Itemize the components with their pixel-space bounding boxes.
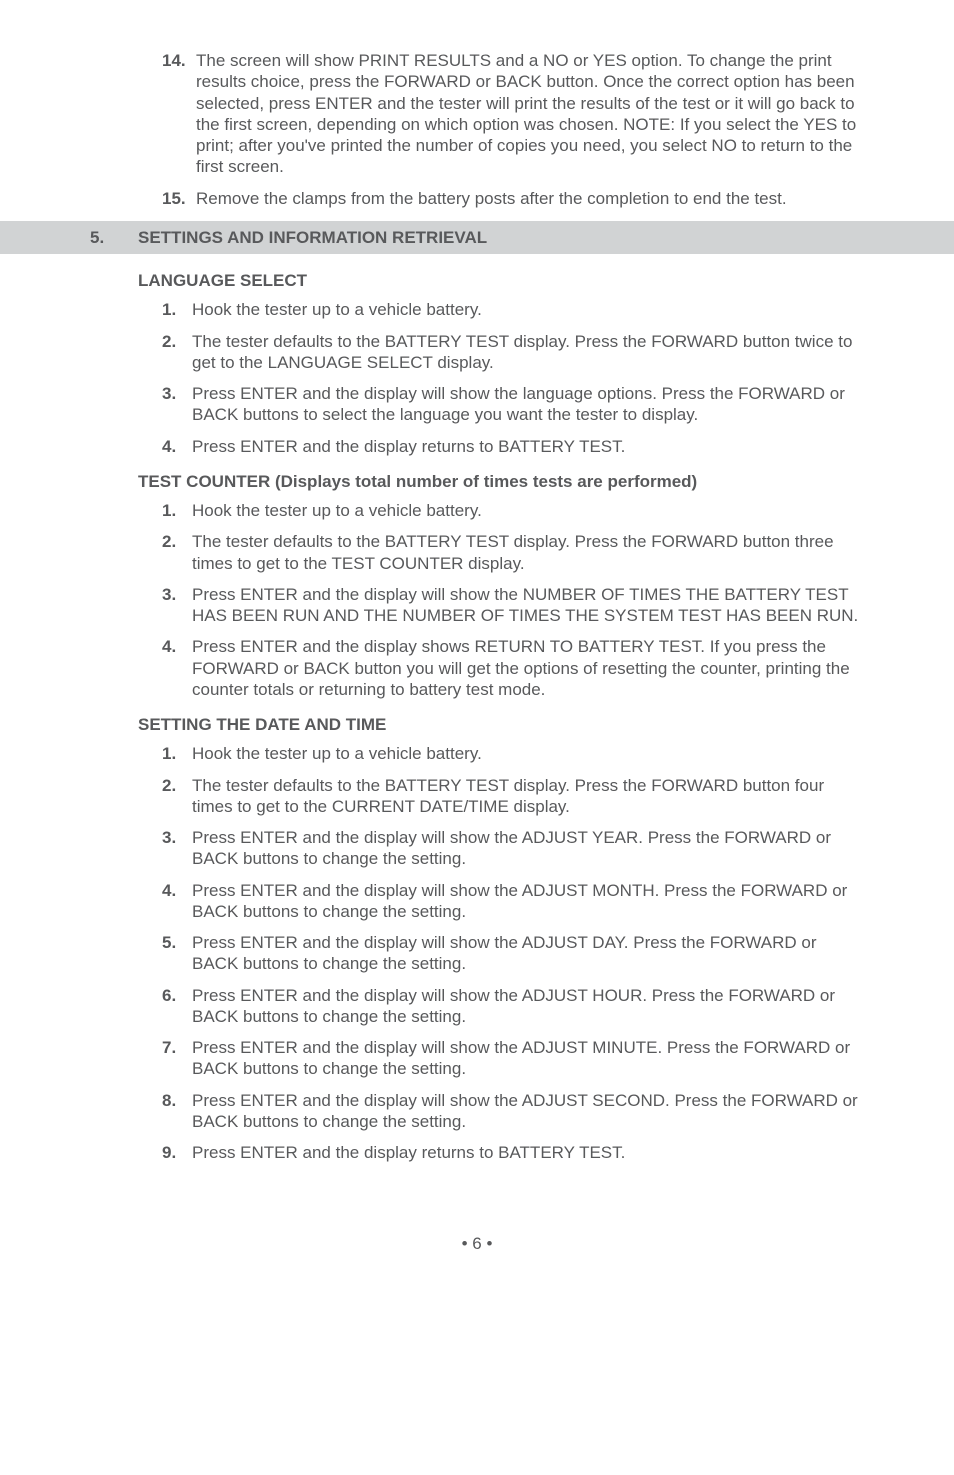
- section-title: SETTINGS AND INFORMATION RETRIEVAL: [138, 227, 487, 248]
- list-item: 2.The tester defaults to the BATTERY TES…: [162, 531, 864, 574]
- item-number: 2.: [162, 531, 192, 574]
- list-item: 6.Press ENTER and the display will show …: [162, 985, 864, 1028]
- item-number: 3.: [162, 584, 192, 627]
- item-text: Press ENTER and the display will show th…: [192, 985, 864, 1028]
- item-text: Press ENTER and the display will show th…: [192, 880, 864, 923]
- item-text: Remove the clamps from the battery posts…: [196, 188, 864, 209]
- list-item: 1.Hook the tester up to a vehicle batter…: [162, 500, 864, 521]
- list-item: 3.Press ENTER and the display will show …: [162, 827, 864, 870]
- item-number: 15.: [162, 188, 196, 209]
- item-text: Press ENTER and the display will show th…: [192, 1090, 864, 1133]
- list-item: 3.Press ENTER and the display will show …: [162, 584, 864, 627]
- item-number: 8.: [162, 1090, 192, 1133]
- item-text: Press ENTER and the display will show th…: [192, 383, 864, 426]
- section-heading: 5. SETTINGS AND INFORMATION RETRIEVAL: [0, 221, 954, 254]
- item-number: 2.: [162, 775, 192, 818]
- item-text: Press ENTER and the display returns to B…: [192, 1142, 864, 1163]
- item-text: The tester defaults to the BATTERY TEST …: [192, 331, 864, 374]
- item-number: 4.: [162, 880, 192, 923]
- item-text: Hook the tester up to a vehicle battery.: [192, 299, 864, 320]
- item-text: The tester defaults to the BATTERY TEST …: [192, 531, 864, 574]
- item-number: 9.: [162, 1142, 192, 1163]
- list-item: 4.Press ENTER and the display shows RETU…: [162, 636, 864, 700]
- list-item: 1.Hook the tester up to a vehicle batter…: [162, 743, 864, 764]
- subsection-title: LANGUAGE SELECT: [138, 270, 864, 291]
- item-number: 1.: [162, 299, 192, 320]
- item-number: 3.: [162, 383, 192, 426]
- item-number: 7.: [162, 1037, 192, 1080]
- list-item: 14. The screen will show PRINT RESULTS a…: [162, 50, 864, 178]
- item-number: 14.: [162, 50, 196, 178]
- list-item: 8.Press ENTER and the display will show …: [162, 1090, 864, 1133]
- item-number: 2.: [162, 331, 192, 374]
- language-select-section: LANGUAGE SELECT 1.Hook the tester up to …: [138, 270, 864, 1163]
- list-item: 15. Remove the clamps from the battery p…: [162, 188, 864, 209]
- list-item: 4.Press ENTER and the display returns to…: [162, 436, 864, 457]
- item-number: 5.: [162, 932, 192, 975]
- item-number: 4.: [162, 636, 192, 700]
- page-number: • 6 •: [90, 1233, 864, 1254]
- item-number: 1.: [162, 500, 192, 521]
- subsection-title: SETTING THE DATE AND TIME: [138, 714, 864, 735]
- item-number: 1.: [162, 743, 192, 764]
- item-text: Press ENTER and the display will show th…: [192, 1037, 864, 1080]
- item-text: Press ENTER and the display returns to B…: [192, 436, 864, 457]
- list-item: 2.The tester defaults to the BATTERY TES…: [162, 331, 864, 374]
- list-item: 4.Press ENTER and the display will show …: [162, 880, 864, 923]
- list-item: 2.The tester defaults to the BATTERY TES…: [162, 775, 864, 818]
- item-text: The tester defaults to the BATTERY TEST …: [192, 775, 864, 818]
- top-continuation-list: 14. The screen will show PRINT RESULTS a…: [162, 50, 864, 209]
- item-text: Press ENTER and the display shows RETURN…: [192, 636, 864, 700]
- item-text: Press ENTER and the display will show th…: [192, 827, 864, 870]
- item-text: Press ENTER and the display will show th…: [192, 584, 864, 627]
- item-number: 3.: [162, 827, 192, 870]
- item-number: 6.: [162, 985, 192, 1028]
- item-text: The screen will show PRINT RESULTS and a…: [196, 50, 864, 178]
- item-text: Press ENTER and the display will show th…: [192, 932, 864, 975]
- list-item: 9.Press ENTER and the display returns to…: [162, 1142, 864, 1163]
- section-number: 5.: [90, 227, 138, 248]
- list-item: 7.Press ENTER and the display will show …: [162, 1037, 864, 1080]
- item-text: Hook the tester up to a vehicle battery.: [192, 743, 864, 764]
- list-item: 1.Hook the tester up to a vehicle batter…: [162, 299, 864, 320]
- item-number: 4.: [162, 436, 192, 457]
- list-item: 3.Press ENTER and the display will show …: [162, 383, 864, 426]
- item-text: Hook the tester up to a vehicle battery.: [192, 500, 864, 521]
- list-item: 5.Press ENTER and the display will show …: [162, 932, 864, 975]
- subsection-title: TEST COUNTER (Displays total number of t…: [138, 471, 864, 492]
